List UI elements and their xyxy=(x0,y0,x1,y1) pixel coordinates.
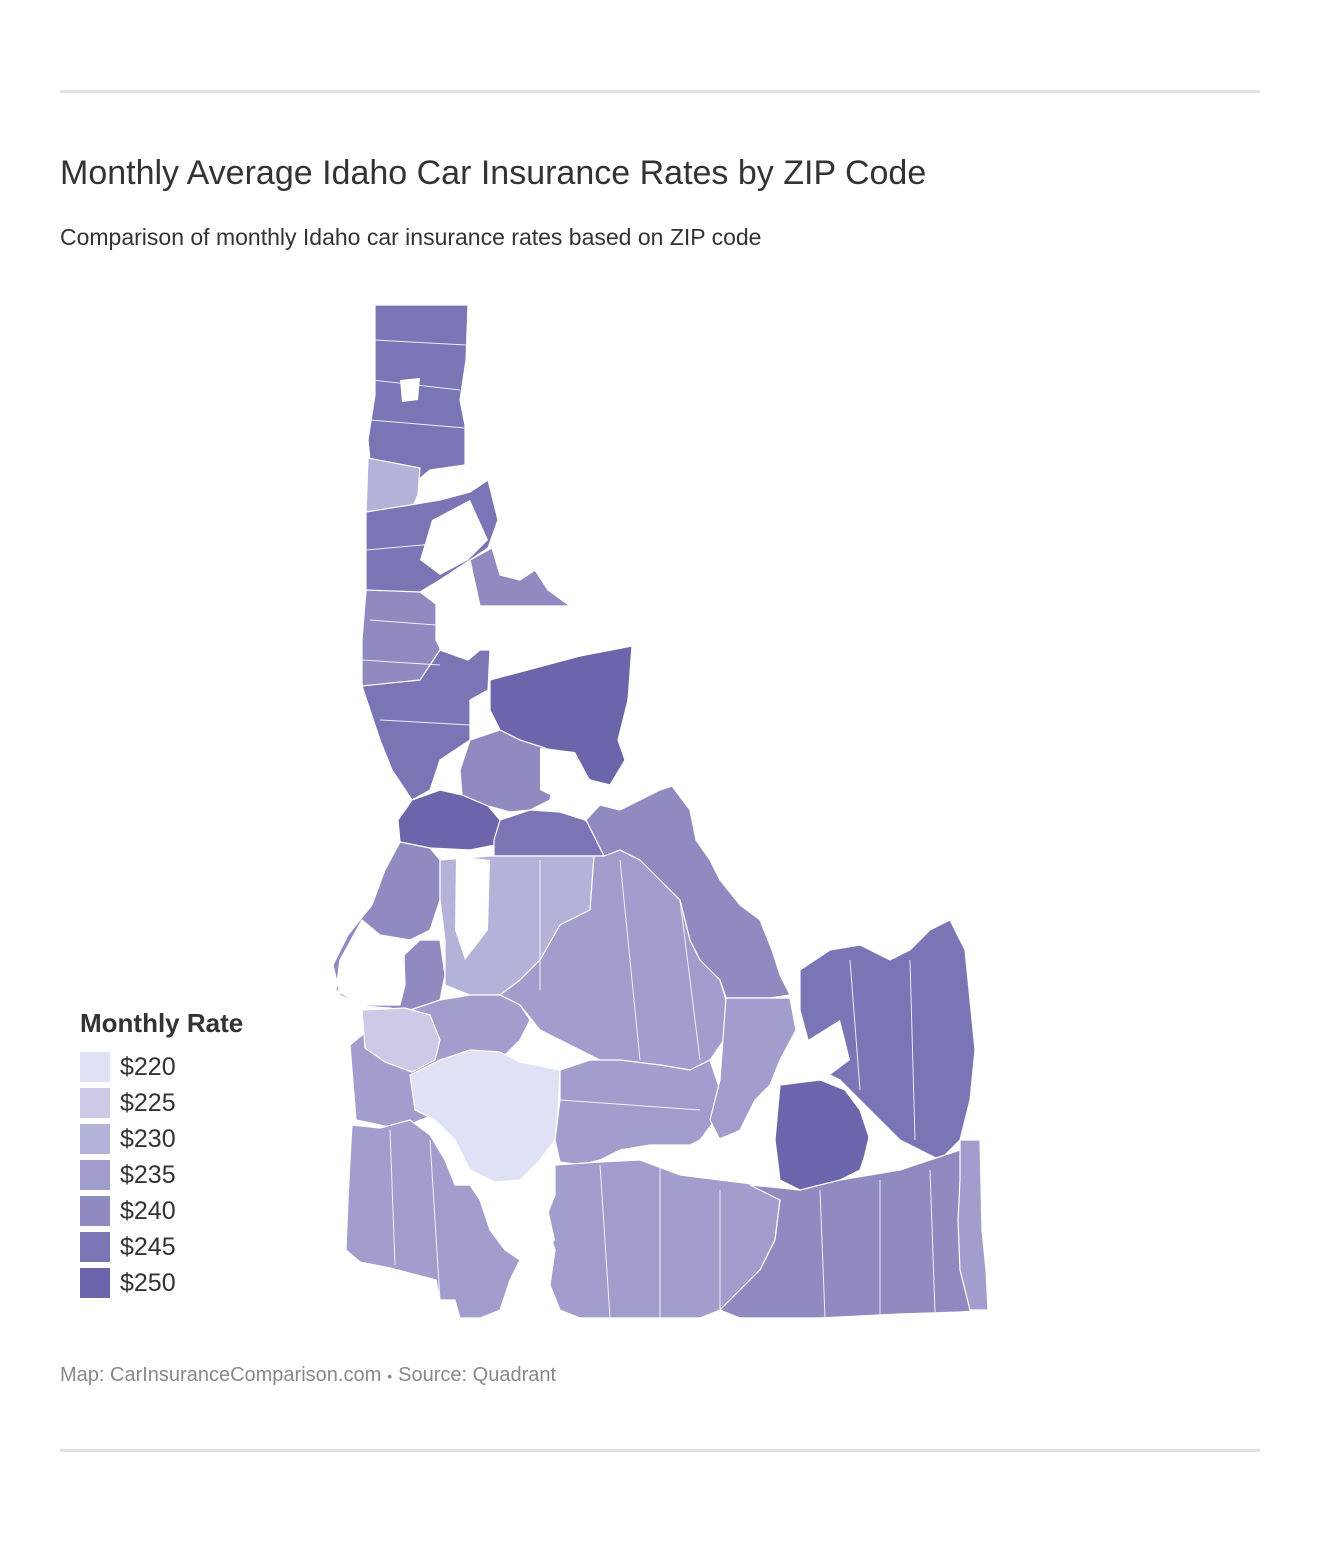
region-north-central-dark xyxy=(361,649,491,801)
gap-south-1 xyxy=(492,1185,555,1260)
legend: Monthly Rate $220 $225 $230 $235 $240 $245 $25… xyxy=(80,1008,320,1301)
legend-item: $240 xyxy=(80,1193,320,1229)
legend-swatch xyxy=(80,1232,110,1262)
region-boise-mid xyxy=(361,1007,441,1073)
legend-item: $250 xyxy=(80,1265,320,1301)
legend-item: $235 xyxy=(80,1157,320,1193)
region-magic-valley xyxy=(709,997,797,1141)
region-boise-light xyxy=(409,1049,561,1183)
legend-swatch xyxy=(80,1088,110,1118)
region-idaho-falls xyxy=(774,1079,871,1191)
legend-swatch xyxy=(80,1268,110,1298)
gap-east-1 xyxy=(808,1020,850,1075)
page-subtitle: Comparison of monthly Idaho car insuranc… xyxy=(60,224,762,250)
gap-north-2 xyxy=(440,605,492,655)
gap-panhandle-1 xyxy=(400,378,420,402)
legend-item: $245 xyxy=(80,1229,320,1265)
region-salmon-east xyxy=(585,785,791,999)
legend-label: $245 xyxy=(120,1232,176,1261)
legend-item: $230 xyxy=(80,1121,320,1157)
region-east-border xyxy=(957,1139,989,1311)
legend-items: $220 $225 $230 $235 $240 $245 $250 xyxy=(80,1049,320,1301)
map-credit: Map: CarInsuranceComparison.com xyxy=(60,1364,382,1386)
legend-label: $235 xyxy=(120,1160,176,1189)
region-owyhee xyxy=(345,1119,521,1319)
footer-credit: Map: CarInsuranceComparison.com • Source: … xyxy=(60,1364,556,1387)
gap-central-1 xyxy=(540,748,590,800)
legend-swatch xyxy=(80,1124,110,1154)
source-credit: Source: Quadrant xyxy=(398,1364,557,1386)
legend-title: Monthly Rate xyxy=(80,1008,244,1038)
page-title: Monthly Average Idaho Car Insurance Rate… xyxy=(60,154,927,192)
top-divider xyxy=(60,90,1260,93)
legend-label: $230 xyxy=(120,1124,176,1153)
map-gaps xyxy=(400,378,905,1260)
gap-central-2 xyxy=(455,856,490,960)
region-panhandle-arm xyxy=(469,547,571,607)
map-boundary-lines xyxy=(361,339,936,1319)
gap-south-2 xyxy=(690,1130,760,1185)
region-southeast xyxy=(719,1149,989,1319)
legend-label: $240 xyxy=(120,1196,176,1225)
legend-swatch xyxy=(80,1052,110,1082)
legend-label: $250 xyxy=(120,1268,176,1297)
legend-label: $225 xyxy=(120,1088,176,1117)
footer-separator: • xyxy=(387,1367,393,1384)
gap-north-1 xyxy=(420,500,488,575)
legend-label: $220 xyxy=(120,1052,176,1081)
legend-item: $225 xyxy=(80,1085,320,1121)
legend-swatch xyxy=(80,1160,110,1190)
legend-item: $220 xyxy=(80,1049,320,1085)
region-panhandle-mid-light xyxy=(365,457,421,516)
region-central-east-mid xyxy=(459,729,557,813)
bottom-divider xyxy=(60,1449,1260,1452)
region-salmon-river xyxy=(493,809,605,857)
gap-east-2 xyxy=(862,1130,905,1170)
legend-swatch xyxy=(80,1196,110,1226)
region-west-central xyxy=(332,841,446,1016)
